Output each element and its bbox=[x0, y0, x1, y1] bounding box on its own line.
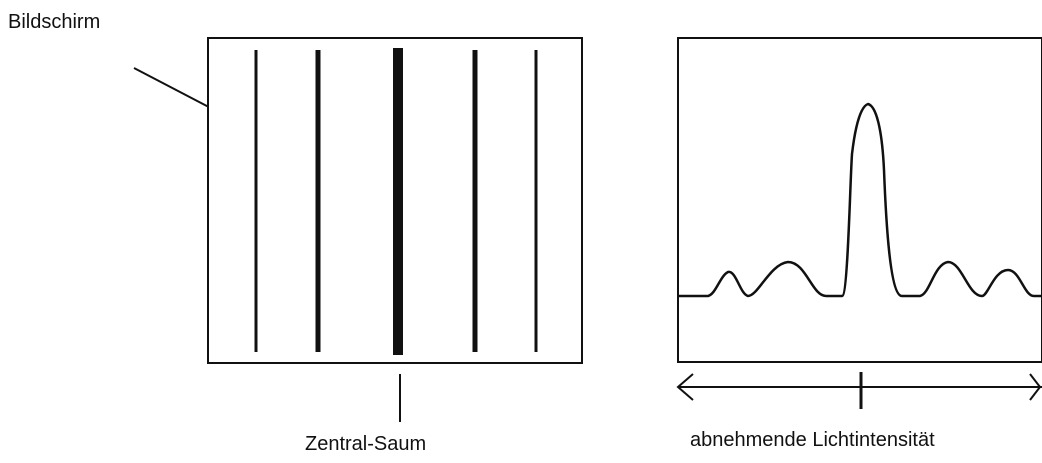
intensity-panel bbox=[677, 37, 1042, 363]
central-fringe-label: Zentral-Saum bbox=[305, 433, 427, 455]
screen-label: Bildschirm bbox=[8, 11, 101, 33]
arrow-right-icon bbox=[1029, 373, 1042, 401]
intensity-label: abnehmende Lichtintensität bbox=[690, 429, 935, 451]
arrow-left-icon bbox=[676, 373, 694, 401]
intensity-curve bbox=[678, 102, 1042, 298]
